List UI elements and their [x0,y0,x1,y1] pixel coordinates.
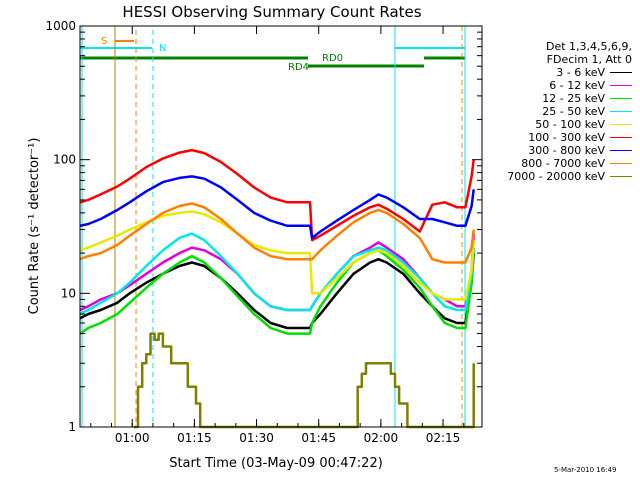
legend-swatch [610,72,632,73]
legend-item: 50 - 100 keV [462,118,632,131]
legend-swatch [610,124,632,125]
x-tick-label: 02:00 [364,431,399,445]
legend-label: 50 - 100 keV [535,118,605,131]
legend-item: 7000 - 20000 keV [462,170,632,183]
legend-swatch [610,176,632,177]
y-tick-label: 100 [53,153,76,167]
legend-label: 800 - 7000 keV [521,157,605,170]
y-tick-label: 1000 [45,19,76,33]
y-tick-label: 10 [61,286,76,300]
legend-label: 300 - 800 keV [528,144,605,157]
legend-item: 3 - 6 keV [462,66,632,79]
legend-rows: 3 - 6 keV 6 - 12 keV 12 - 25 keV 25 - 50 ke… [462,66,632,183]
footer-timestamp: 5-Mar-2010 16:49 [554,466,617,474]
x-tick-label: 01:30 [239,431,274,445]
flag-label-rd0: RD0 [322,53,343,64]
legend-item: 100 - 300 keV [462,131,632,144]
flag-label-s: S [101,36,107,47]
flag-label-n: N [159,43,166,54]
legend-item: 800 - 7000 keV [462,157,632,170]
x-tick-label: 02:15 [426,431,461,445]
legend-item: 25 - 50 keV [462,105,632,118]
x-tick-label: 01:15 [177,431,212,445]
legend-label: 6 - 12 keV [549,79,605,92]
series-line-1 [79,253,475,330]
axes-group: 01:00 01:15 01:30 01:45 02:00 02:15 1 10 100 1000 [45,19,482,445]
chart-title: HESSI Observing Summary Count Rates [122,3,421,21]
legend-swatch [610,98,632,99]
legend-label: 7000 - 20000 keV [507,170,605,183]
y-axis-label: Count Rate (s⁻¹ detector⁻¹) [27,138,42,315]
legend-label: 12 - 25 keV [542,92,605,105]
legend-swatch [610,111,632,112]
x-tick-label: 01:45 [301,431,336,445]
legend-header-line: Det 1,3,4,5,6,9, [545,40,632,53]
legend-label: 100 - 300 keV [528,131,605,144]
legend-label: 25 - 50 keV [542,105,605,118]
legend-swatch [610,137,632,138]
legend-swatch [610,150,632,151]
flag-label-rd4: RD4 [288,62,309,73]
series-line-8 [79,202,475,264]
legend-header-line: FDecim 1, Att 0 [546,53,632,66]
series-line-4 [79,232,475,316]
plot-frame [79,25,483,428]
series-group [79,148,475,429]
legend: Det 1,3,4,5,6,9, FDecim 1, Att 0 3 - 6 k… [462,40,632,183]
y-tick-label: 1 [68,420,76,434]
legend-swatch [610,85,632,86]
legend-item: 12 - 25 keV [462,92,632,105]
x-axis-label: Start Time (03-May-09 00:47:22) [169,456,383,471]
legend-item: 6 - 12 keV [462,79,632,92]
legend-item: 300 - 800 keV [462,144,632,157]
legend-label: 3 - 6 keV [556,66,605,79]
series-line-7 [79,175,475,240]
series-line-3 [79,247,475,335]
series-line-6 [79,148,475,242]
series-line-9 [133,332,475,429]
legend-swatch [610,163,632,164]
x-tick-label: 01:00 [115,431,150,445]
